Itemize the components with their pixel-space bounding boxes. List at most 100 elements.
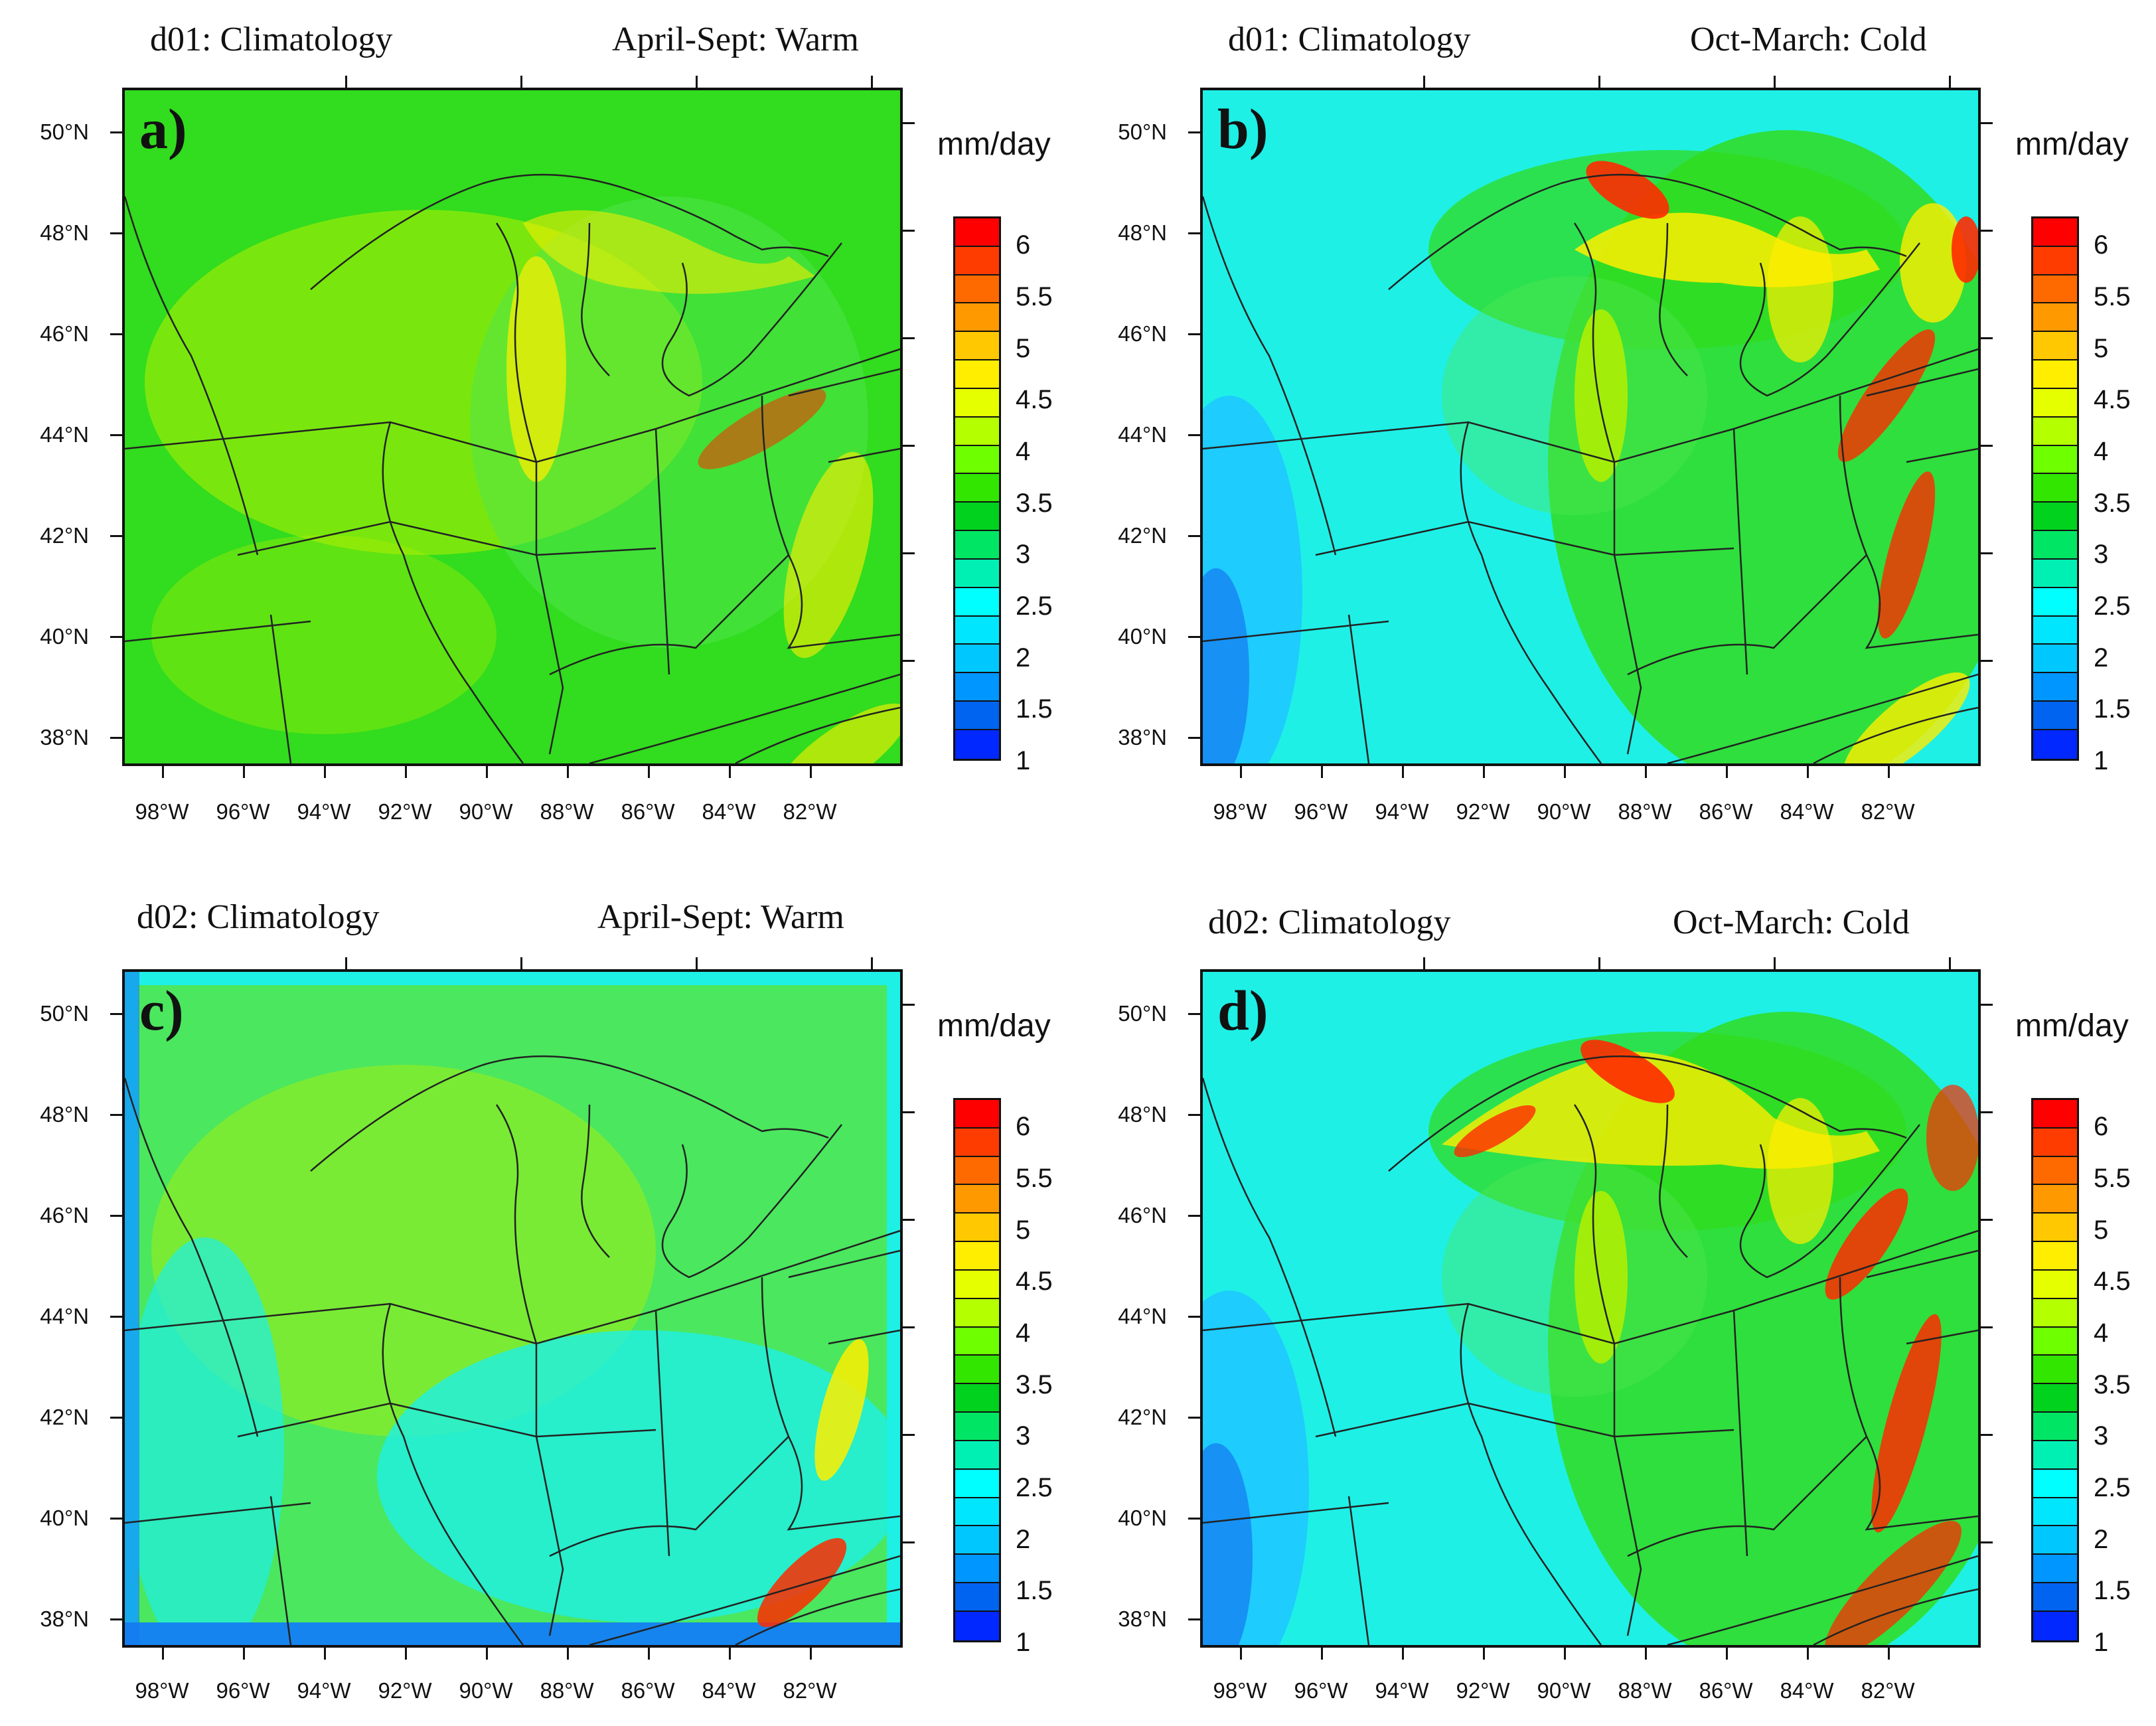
lon-label: 98°W [135,1678,189,1703]
axis-tick [162,1648,164,1660]
colorbar-segment [955,1498,999,1527]
axis-tick [1423,957,1425,969]
colorbar-segment [955,1384,999,1413]
panel-c-domain-title: d02: Climatology [137,898,380,936]
colorbar-segment [955,275,999,304]
panel-d-map: d) [1200,969,1981,1648]
lat-label: 50°N [1118,1001,1167,1026]
lon-label: 92°W [378,799,432,824]
colorbar-segment [2033,1214,2077,1243]
axis-tick [1188,1114,1200,1116]
panel-a-domain-title: d01: Climatology [150,21,393,58]
axis-tick [903,660,915,662]
axis-tick [1949,957,1951,969]
axis-tick [871,76,873,88]
colorbar-tick-label: 5 [2094,333,2109,363]
panel-a-lake-erie-band [698,388,826,469]
panel-d-superior-red-spot [1580,1040,1675,1103]
colorbar-tick-label: 3.5 [1016,1370,1053,1399]
panel-c-label: c) [139,979,184,1042]
lat-label: 40°N [1118,624,1167,649]
axis-tick [1188,131,1200,133]
axis-tick [110,1114,122,1116]
colorbar-segment [955,673,999,702]
panel-a-colorbar-unit: mm/day [937,127,1051,162]
colorbar-tick-label: 5.5 [2094,1163,2131,1193]
lon-label: 88°W [540,799,594,824]
colorbar-tick-label: 5.5 [2094,281,2131,311]
axis-tick [903,552,915,554]
lon-label: 96°W [216,1678,270,1703]
colorbar-segment [955,559,999,588]
lat-label: 44°N [40,422,89,447]
colorbar-segment [2033,445,2077,475]
axis-tick [1981,230,1993,232]
axis-tick [486,766,488,778]
axis-tick [110,131,122,133]
axis-tick [243,1648,245,1660]
lon-label: 82°W [1861,1678,1915,1703]
panel-d-erie-red-band [1825,1188,1908,1300]
colorbar-tick-label: 1.5 [2094,1576,2131,1606]
axis-tick [1981,1219,1993,1221]
colorbar-segment [2033,360,2077,389]
axis-tick [1981,1541,1993,1543]
axis-tick [1981,1434,1993,1436]
axis-tick [110,1417,122,1419]
lat-label: 42°N [1118,1405,1167,1429]
lon-label: 90°W [1537,799,1591,824]
colorbar-segment [955,616,999,645]
colorbar-tick-label: 3 [2094,540,2109,570]
colorbar-segment [955,303,999,333]
axis-tick [1981,552,1993,554]
axis-tick [729,766,731,778]
colorbar-tick-label: 1 [2094,1628,2109,1657]
axis-tick [1981,122,1993,124]
lon-label: 94°W [1375,799,1429,824]
axis-tick [110,535,122,537]
panel-a-label: a) [139,97,187,161]
axis-tick [648,766,650,778]
colorbar-tick-label: 3 [2094,1421,2109,1451]
axis-tick [345,76,347,88]
axis-tick [1598,76,1600,88]
axis-tick [903,1111,915,1113]
axis-tick [1564,1648,1566,1660]
colorbar-tick-label: 1 [1016,1628,1031,1657]
colorbar-tick-label: 4.5 [1016,385,1053,415]
colorbar-segment [955,1469,999,1498]
lon-label: 88°W [540,1678,594,1703]
colorbar-tick-label: 5 [1016,333,1031,363]
colorbar-segment [2033,616,2077,645]
panel-a-yellowgreen-south [151,535,497,734]
axis-tick [1188,1013,1200,1015]
colorbar-segment [2033,702,2077,730]
colorbar-tick-label: 1.5 [1016,1576,1053,1606]
panel-b-darker-blue-west [1203,568,1249,763]
colorbar-segment [2033,1242,2077,1271]
colorbar-segment [955,332,999,361]
colorbar-segment [2033,218,2077,247]
colorbar-segment [955,730,999,759]
colorbar-segment [955,417,999,446]
axis-tick [1423,76,1425,88]
colorbar-tick-label: 5.5 [1016,281,1053,311]
lat-label: 50°N [40,1001,89,1026]
colorbar-segment [2033,275,2077,304]
lat-label: 44°N [1118,1304,1167,1328]
axis-tick [1188,1518,1200,1520]
colorbar-segment [2033,673,2077,702]
colorbar-segment [2033,332,2077,361]
axis-tick [1726,766,1728,778]
colorbar-segment [955,474,999,503]
colorbar-tick-label: 3.5 [2094,488,2131,518]
axis-tick [1949,76,1951,88]
lon-label: 90°W [459,1678,513,1703]
panel-c-cyan-south [377,1330,900,1622]
panel-a-lake-michigan-band [506,256,566,482]
lon-label: 98°W [1213,1678,1267,1703]
lon-label: 82°W [783,799,837,824]
colorbar-tick-label: 1 [2094,746,2109,775]
lon-label: 96°W [1294,1678,1348,1703]
lon-label: 90°W [459,799,513,824]
